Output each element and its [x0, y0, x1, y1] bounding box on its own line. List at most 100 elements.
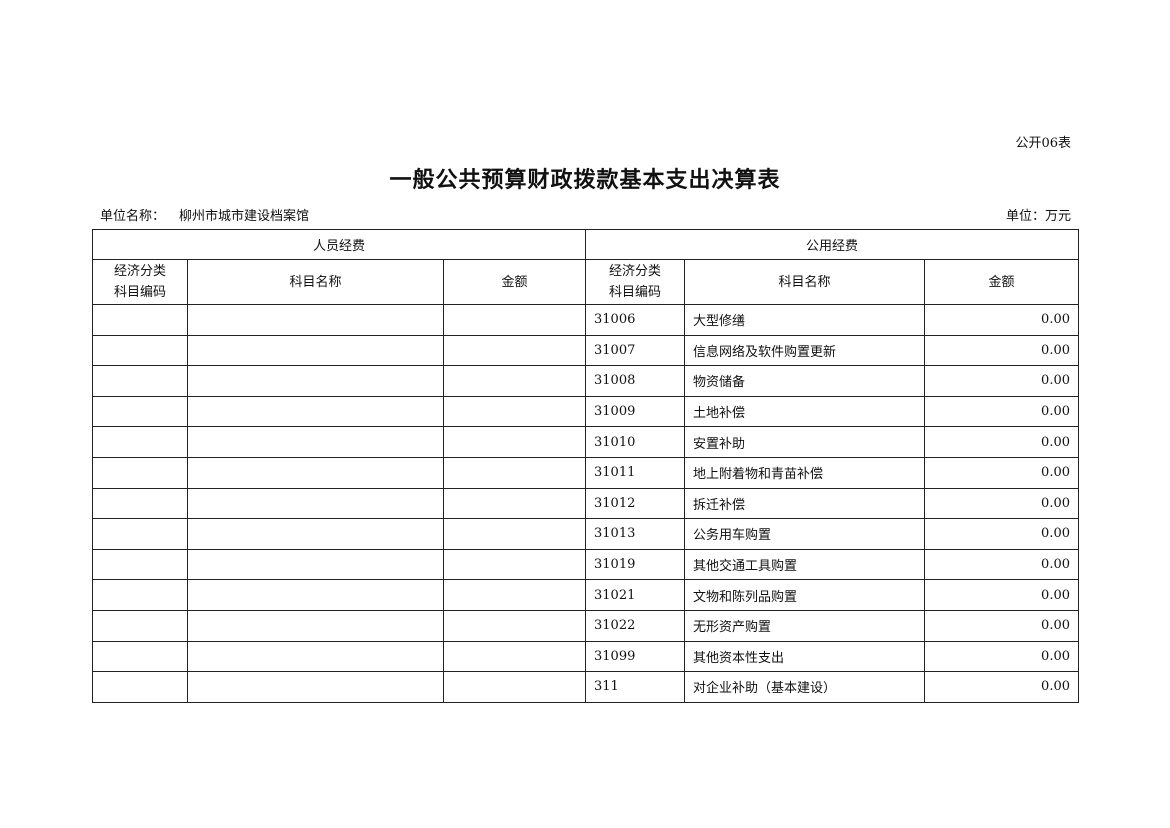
currency-unit: 单位：万元: [1005, 209, 1071, 224]
personnel-name-cell: [187, 609, 444, 642]
name-cell: 地上附着物和青苗补偿: [684, 456, 925, 489]
name-cell: 信息网络及软件购置更新: [684, 334, 925, 367]
personnel-amount-cell: [443, 334, 586, 367]
name-cell: 安置补助: [684, 426, 925, 458]
amount-cell: 0.00: [924, 395, 1079, 428]
header-name: 科目名称: [187, 259, 444, 305]
code-cell: 31019: [585, 548, 685, 581]
personnel-code-cell: [92, 609, 188, 642]
header-code: 经济分类 科目编码: [585, 259, 685, 305]
name-cell: 拆迁补偿: [684, 487, 925, 520]
form-number: 公开06表: [1015, 136, 1071, 151]
name-cell: 其他交通工具购置: [684, 548, 925, 581]
table-row: 31010 安置补助 0.00: [92, 426, 1079, 458]
personnel-code-cell: [92, 640, 188, 673]
personnel-code-cell: [92, 304, 188, 336]
personnel-code-cell: [92, 395, 188, 428]
code-cell: 31012: [585, 487, 685, 520]
code-cell: 31010: [585, 426, 685, 458]
personnel-name-cell: [187, 487, 444, 520]
code-cell: 31011: [585, 456, 685, 489]
personnel-name-cell: [187, 334, 444, 367]
table-row: 31008 物资储备 0.00: [92, 365, 1079, 397]
code-cell: 311: [585, 671, 685, 703]
personnel-code-cell: [92, 518, 188, 550]
amount-cell: 0.00: [924, 426, 1079, 458]
table-row: 31009 土地补偿 0.00: [92, 395, 1079, 428]
amount-cell: 0.00: [924, 609, 1079, 642]
personnel-amount-cell: [443, 671, 586, 703]
name-cell: 大型修缮: [684, 304, 925, 336]
column-header-row: 经济分类 科目编码 科目名称 金额 经济分类 科目编码 科目名称 金额: [92, 259, 1079, 305]
table-row: 31022 无形资产购置 0.00: [92, 609, 1079, 642]
personnel-name-cell: [187, 426, 444, 458]
personnel-amount-cell: [443, 426, 586, 458]
personnel-code-cell: [92, 426, 188, 458]
personnel-name-cell: [187, 671, 444, 703]
name-cell: 土地补偿: [684, 395, 925, 428]
table-row: 31099 其他资本性支出 0.00: [92, 640, 1079, 673]
code-cell: 31007: [585, 334, 685, 367]
name-cell: 对企业补助（基本建设）: [684, 671, 925, 703]
code-cell: 31022: [585, 609, 685, 642]
table-row: 31011 地上附着物和青苗补偿 0.00: [92, 456, 1079, 489]
amount-cell: 0.00: [924, 548, 1079, 581]
personnel-code-cell: [92, 334, 188, 367]
unit-name: 单位名称： 柳州市城市建设档案馆: [100, 205, 323, 224]
personnel-amount-cell: [443, 518, 586, 550]
table-row: 31013 公务用车购置 0.00: [92, 518, 1079, 550]
header-name: 科目名称: [684, 259, 925, 305]
table-row: 31006 大型修缮 0.00: [92, 304, 1079, 336]
personnel-name-cell: [187, 456, 444, 489]
personnel-code-cell: [92, 365, 188, 397]
personnel-name-cell: [187, 579, 444, 611]
name-cell: 无形资产购置: [684, 609, 925, 642]
personnel-amount-cell: [443, 579, 586, 611]
personnel-amount-cell: [443, 609, 586, 642]
personnel-code-cell: [92, 579, 188, 611]
table-row: 311 对企业补助（基本建设） 0.00: [92, 671, 1079, 703]
personnel-code-cell: [92, 548, 188, 581]
code-cell: 31013: [585, 518, 685, 550]
unit-name-value: 柳州市城市建设档案馆: [179, 209, 310, 224]
unit-name-label: 单位名称：: [100, 209, 166, 224]
table-row: 31012 拆迁补偿 0.00: [92, 487, 1079, 520]
personnel-amount-cell: [443, 365, 586, 397]
personnel-amount-cell: [443, 487, 586, 520]
amount-cell: 0.00: [924, 579, 1079, 611]
amount-cell: 0.00: [924, 456, 1079, 489]
personnel-amount-cell: [443, 548, 586, 581]
name-cell: 其他资本性支出: [684, 640, 925, 673]
group-header-row: 人员经费 公用经费: [92, 229, 1079, 260]
code-cell: 31099: [585, 640, 685, 673]
amount-cell: 0.00: [924, 640, 1079, 673]
header-amount: 金额: [924, 259, 1079, 305]
header-public: 公用经费: [585, 229, 1079, 260]
table-row: 31019 其他交通工具购置 0.00: [92, 548, 1079, 581]
table-row: 31021 文物和陈列品购置 0.00: [92, 579, 1079, 611]
amount-cell: 0.00: [924, 334, 1079, 367]
table-row: 31007 信息网络及软件购置更新 0.00: [92, 334, 1079, 367]
header-amount: 金额: [443, 259, 586, 305]
personnel-code-cell: [92, 456, 188, 489]
page-title: 一般公共预算财政拨款基本支出决算表: [389, 167, 781, 193]
amount-cell: 0.00: [924, 671, 1079, 703]
personnel-amount-cell: [443, 640, 586, 673]
amount-cell: 0.00: [924, 487, 1079, 520]
amount-cell: 0.00: [924, 365, 1079, 397]
personnel-name-cell: [187, 518, 444, 550]
name-cell: 物资储备: [684, 365, 925, 397]
code-cell: 31021: [585, 579, 685, 611]
header-code: 经济分类 科目编码: [92, 259, 188, 305]
header-personnel: 人员经费: [92, 229, 586, 260]
personnel-amount-cell: [443, 456, 586, 489]
personnel-name-cell: [187, 365, 444, 397]
personnel-code-cell: [92, 487, 188, 520]
personnel-name-cell: [187, 304, 444, 336]
name-cell: 文物和陈列品购置: [684, 579, 925, 611]
personnel-code-cell: [92, 671, 188, 703]
personnel-name-cell: [187, 548, 444, 581]
personnel-name-cell: [187, 640, 444, 673]
code-cell: 31009: [585, 395, 685, 428]
personnel-amount-cell: [443, 304, 586, 336]
